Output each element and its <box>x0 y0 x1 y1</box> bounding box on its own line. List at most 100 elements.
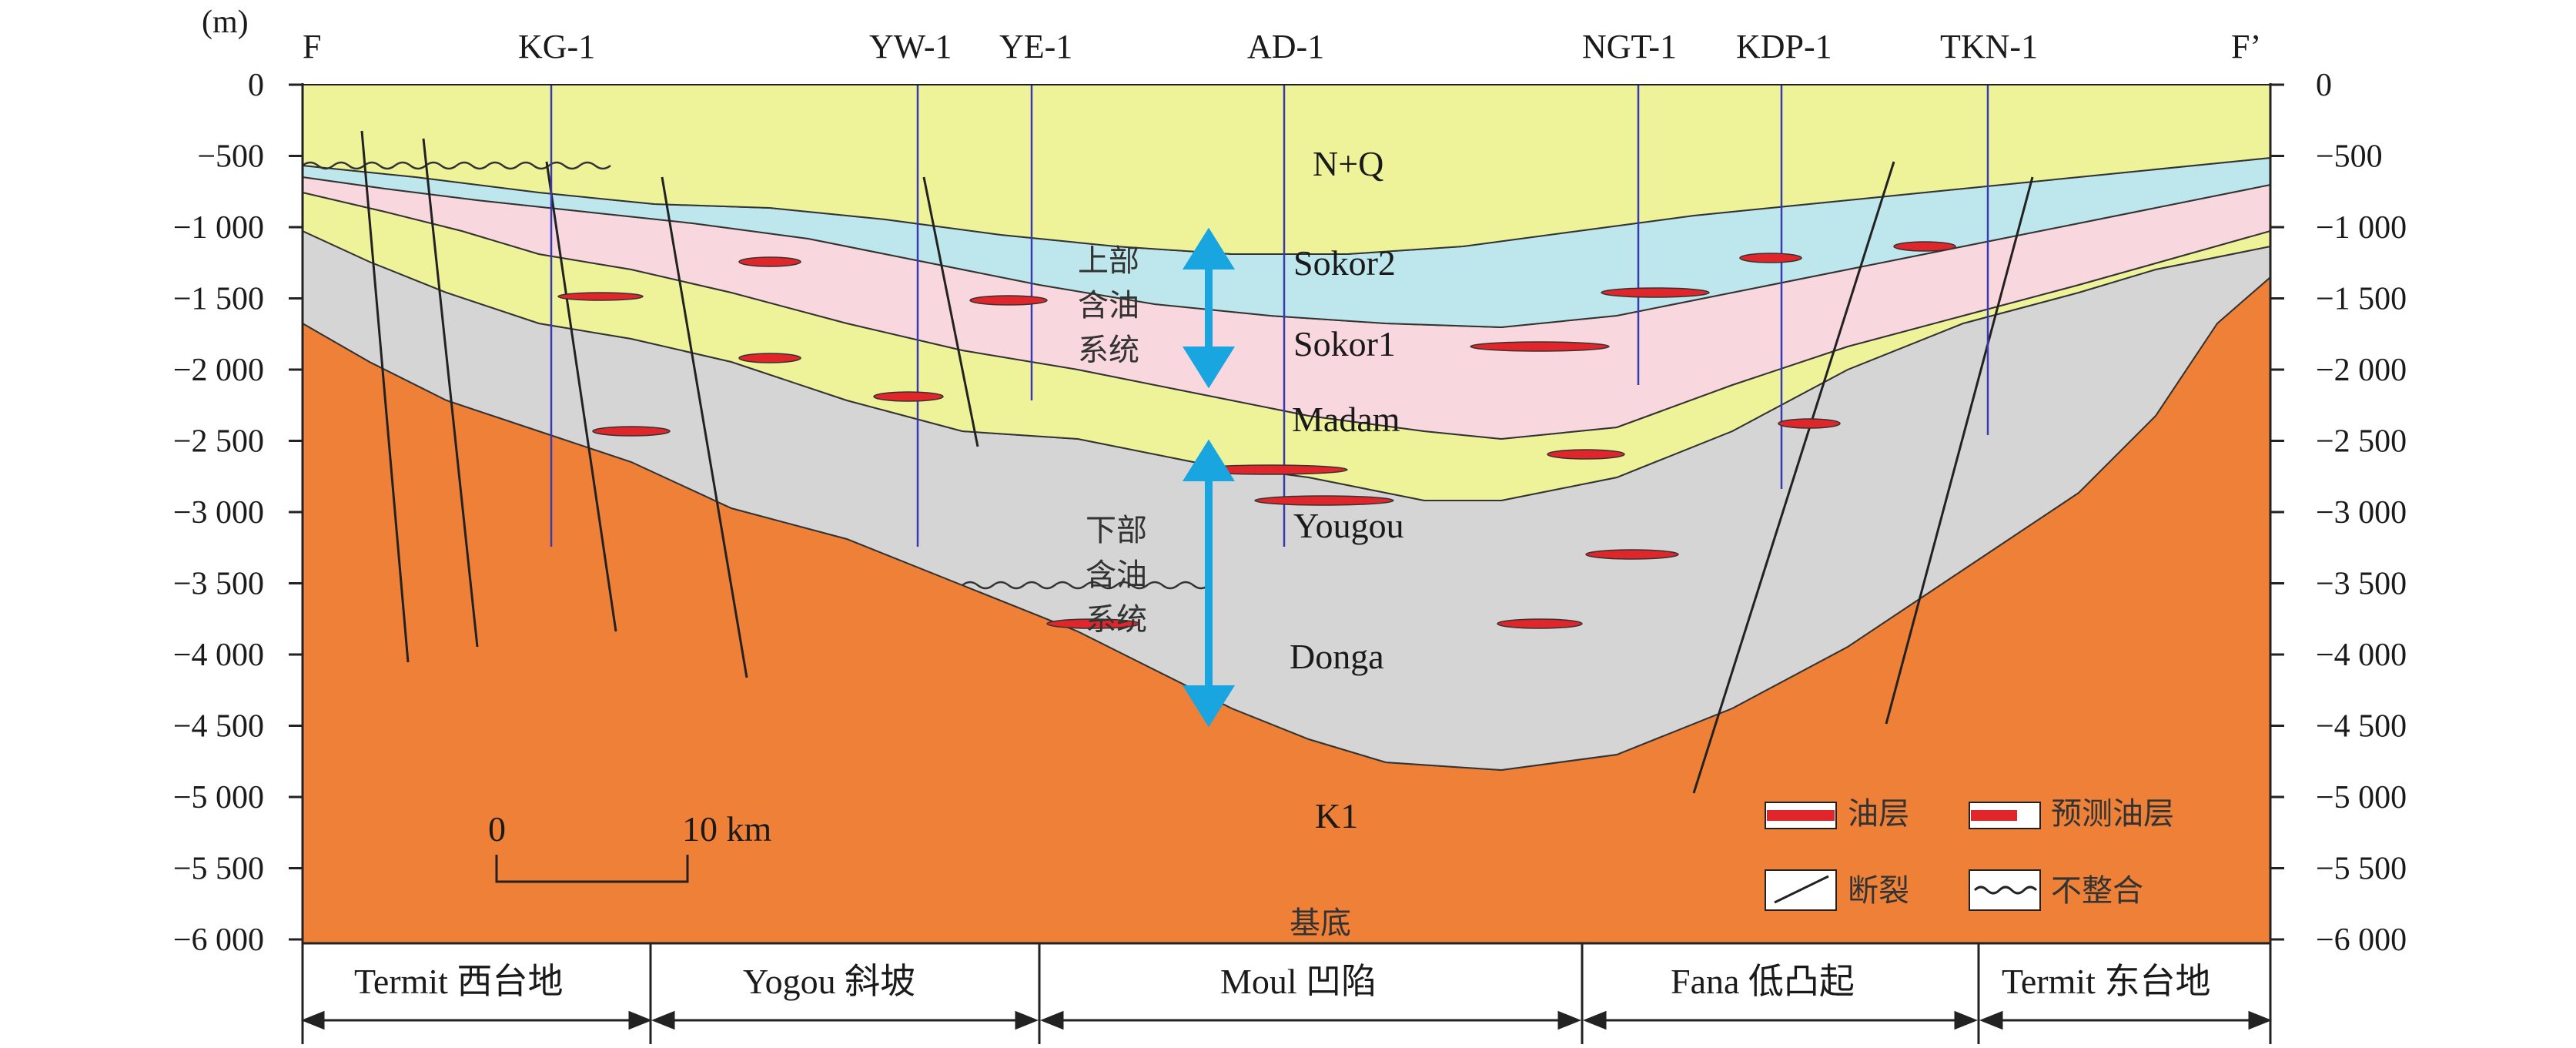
layer-label-basement: 基底 <box>1290 906 1351 941</box>
left-tick-label: −4 000 <box>173 638 264 673</box>
right-tick-label: −1 000 <box>2316 210 2407 246</box>
well-label-ye1: YE-1 <box>999 28 1072 65</box>
scale-bar: 0 10 km <box>488 809 772 883</box>
left-tick-label: −6 000 <box>173 922 264 958</box>
well-label-tkn1: TKN-1 <box>1940 28 2038 65</box>
section-end-left: F <box>303 28 321 65</box>
right-tick-label: −2 500 <box>2316 424 2407 460</box>
section-end-right: F’ <box>2231 28 2261 65</box>
right-ticks: 0 −500 −1 000 −1 500 −2 000 −2 500 −3 000 −3 50… <box>2270 68 2407 958</box>
right-tick-label: −5 500 <box>2316 852 2407 887</box>
left-tick-label: −5 500 <box>173 852 264 887</box>
oil-layer <box>1585 549 1679 560</box>
legend-unconformity-label: 不整合 <box>2051 873 2143 909</box>
right-tick-label: −4 000 <box>2316 638 2407 673</box>
oil-layer <box>1254 495 1394 506</box>
lower-system-label-3: 系统 <box>1086 602 1147 638</box>
lower-system-label-2: 含油 <box>1086 557 1147 593</box>
well-label-yw1: YW-1 <box>869 28 952 65</box>
axes: (m) 0 −500 −1 000 −1 500 −2 000 −2 500 −3 000 −… <box>173 5 2407 958</box>
oil-layer <box>969 295 1048 306</box>
left-tick-label: −4 500 <box>173 709 264 745</box>
left-tick-label: 0 <box>248 68 264 103</box>
oil-layer <box>1470 341 1610 352</box>
left-tick-label: −2 000 <box>173 353 264 388</box>
layer-label-madam: Madam <box>1292 400 1400 439</box>
oil-layers <box>557 241 1956 629</box>
legend-predicted-oil-label: 预测油层 <box>2051 796 2174 832</box>
legend-fault-label: 断裂 <box>1848 873 1909 909</box>
oil-layer <box>1497 618 1583 629</box>
left-tick-label: −500 <box>197 139 264 175</box>
nq-layer <box>303 85 2270 255</box>
unconformity-line-top <box>303 161 611 170</box>
scale-bar-start: 0 <box>488 809 506 849</box>
lower-system-label-1: 下部 <box>1086 513 1147 548</box>
left-tick-label: −2 500 <box>173 424 264 460</box>
oil-layer <box>1893 241 1956 252</box>
oil-layer <box>1739 253 1802 263</box>
legend-predicted-oil-swatch <box>1969 802 2041 829</box>
layer-label-yougou: Yougou <box>1293 506 1404 545</box>
petroleum-system-arrows <box>1182 227 1236 728</box>
faults <box>360 130 2034 794</box>
left-tick-label: −1 500 <box>173 282 264 317</box>
fault-line <box>360 130 410 663</box>
right-tick-label: −4 500 <box>2316 709 2407 745</box>
oil-layer <box>557 292 644 301</box>
system-labels: 上部 含油 系统 下部 含油 系统 <box>1078 243 1147 638</box>
right-tick-label: 0 <box>2316 68 2332 103</box>
left-tick-label: −3 500 <box>173 567 264 602</box>
region-label-fana: Fana 低凸起 <box>1671 962 1855 1001</box>
fault-line <box>922 176 979 447</box>
upper-system-label-3: 系统 <box>1078 333 1139 368</box>
region-label-yogou: Yogou 斜坡 <box>743 962 915 1001</box>
layer-labels: N+Q Sokor2 Sokor1 Madam Yougou Donga K1 … <box>1290 144 1404 941</box>
legend-oil-layer-swatch <box>1765 802 1837 829</box>
oil-layer <box>1778 418 1841 429</box>
right-tick-label: −1 500 <box>2316 282 2407 317</box>
region-arrows <box>300 1010 2273 1030</box>
upper-system-label-1: 上部 <box>1078 243 1139 279</box>
layer-label-sokor2: Sokor2 <box>1293 243 1396 283</box>
well-label-kdp1: KDP-1 <box>1736 28 1832 65</box>
oil-layer <box>1046 618 1140 629</box>
legend-oil-layer-label: 油层 <box>1848 796 1909 832</box>
upper-system-label-2: 含油 <box>1078 288 1139 323</box>
layer-label-sokor1: Sokor1 <box>1293 324 1396 363</box>
right-tick-label: −500 <box>2316 139 2383 175</box>
right-tick-label: −3 500 <box>2316 567 2407 602</box>
legend-fault-swatch <box>1765 869 1837 911</box>
fault-line <box>1885 176 2034 725</box>
well-label-kg1: KG-1 <box>518 28 595 65</box>
fault-line <box>545 161 617 632</box>
fault-line <box>422 138 479 648</box>
well-label-ngt1: NGT-1 <box>1582 28 1677 65</box>
layer-label-k1: K1 <box>1315 796 1358 835</box>
oil-layer <box>1547 449 1625 460</box>
oil-layer <box>873 391 944 402</box>
layer-label-donga: Donga <box>1290 637 1384 676</box>
region-label-termit-west: Termit 西台地 <box>354 962 563 1001</box>
left-tick-label: −3 000 <box>173 495 264 531</box>
oil-layer <box>592 426 671 437</box>
region-label-termit-east: Termit 东台地 <box>2002 962 2210 1001</box>
fault-line <box>661 176 748 678</box>
right-tick-label: −3 000 <box>2316 495 2407 531</box>
region-label-moul: Moul 凹陷 <box>1220 962 1377 1001</box>
axis-unit-label: (m) <box>202 5 249 40</box>
oil-layer <box>1601 287 1710 298</box>
top-labels: F F’ KG-1 YW-1 YE-1 AD-1 NGT-1 KDP-1 TKN… <box>303 28 2261 65</box>
legend: 油层 预测油层 断裂 不整合 <box>1765 796 2174 911</box>
left-tick-label: −5 000 <box>173 780 264 815</box>
oil-layer <box>738 256 801 267</box>
right-tick-label: −6 000 <box>2316 922 2407 958</box>
fault-line <box>1692 161 1895 794</box>
layer-label-nq: N+Q <box>1313 144 1383 183</box>
scale-bar-end: 10 km <box>682 809 772 849</box>
right-tick-label: −5 000 <box>2316 780 2407 815</box>
scale-bar-line <box>495 855 689 883</box>
left-tick-label: −1 000 <box>173 210 264 246</box>
